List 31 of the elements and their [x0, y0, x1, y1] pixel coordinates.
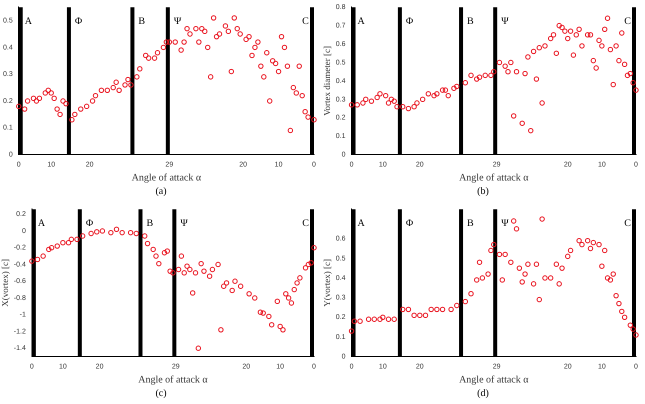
y-axis-title: Vortex diameter [c]: [322, 46, 332, 116]
x-axis-title: Angle of attack α: [132, 172, 202, 184]
annotation: C: [624, 218, 632, 229]
annotation: C: [302, 16, 310, 27]
annotation: Ψ: [501, 16, 510, 27]
y-axis-title: Y(vortex) [c]: [322, 259, 332, 307]
annotation: Φ: [86, 218, 94, 229]
annotation: B: [138, 16, 146, 27]
annotation: Ψ: [180, 218, 188, 229]
annotation: A: [38, 218, 46, 229]
annotation: Φ: [74, 16, 82, 27]
annotation: B: [467, 16, 474, 27]
annotation: A: [358, 16, 366, 27]
annotation: B: [467, 218, 474, 229]
text: (a): [154, 185, 168, 199]
x-axis-title: Angle of attack α: [459, 172, 530, 184]
annotation: C: [624, 16, 632, 27]
text: (d): [476, 387, 490, 401]
annotation: A: [358, 218, 366, 229]
annotation: Ψ: [174, 16, 182, 27]
y-axis-title: X(vortex) [c]: [0, 259, 10, 307]
annotation: A: [24, 16, 33, 27]
x-axis-title: Angle of attack α: [459, 374, 530, 386]
annotation: Φ: [406, 218, 414, 229]
annotation: Ψ: [501, 218, 510, 229]
text: (b): [476, 185, 490, 199]
annotation: Φ: [406, 16, 414, 27]
x-axis-title: Angle of attack α: [138, 374, 208, 386]
annotation: C: [302, 218, 310, 229]
annotation: B: [146, 218, 154, 229]
text: (c): [154, 387, 168, 401]
